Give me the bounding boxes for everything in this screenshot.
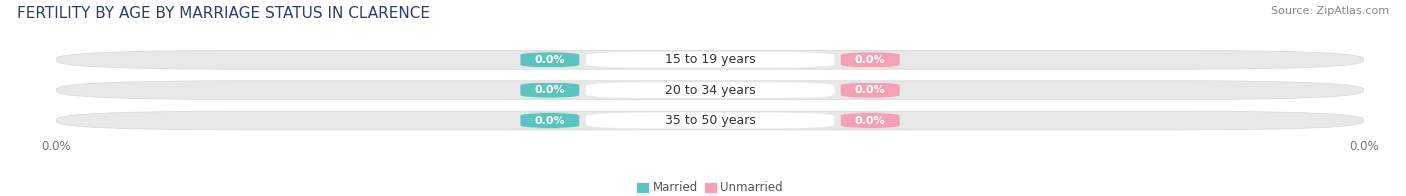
FancyBboxPatch shape	[513, 113, 586, 129]
FancyBboxPatch shape	[56, 50, 1364, 69]
Text: 20 to 34 years: 20 to 34 years	[665, 84, 755, 97]
FancyBboxPatch shape	[586, 113, 834, 129]
FancyBboxPatch shape	[586, 82, 834, 98]
Legend: Married, Unmarried: Married, Unmarried	[633, 177, 787, 196]
Text: FERTILITY BY AGE BY MARRIAGE STATUS IN CLARENCE: FERTILITY BY AGE BY MARRIAGE STATUS IN C…	[17, 6, 430, 21]
Text: 0.0%: 0.0%	[855, 55, 886, 65]
Text: 35 to 50 years: 35 to 50 years	[665, 114, 755, 127]
FancyBboxPatch shape	[586, 52, 834, 68]
Text: 0.0%: 0.0%	[855, 115, 886, 125]
FancyBboxPatch shape	[513, 82, 586, 98]
FancyBboxPatch shape	[513, 52, 586, 68]
Text: 15 to 19 years: 15 to 19 years	[665, 53, 755, 66]
Text: 0.0%: 0.0%	[534, 115, 565, 125]
Text: Source: ZipAtlas.com: Source: ZipAtlas.com	[1271, 6, 1389, 16]
FancyBboxPatch shape	[56, 111, 1364, 130]
Text: 0.0%: 0.0%	[534, 55, 565, 65]
Text: 0.0%: 0.0%	[534, 85, 565, 95]
FancyBboxPatch shape	[834, 52, 907, 68]
Text: 0.0%: 0.0%	[855, 85, 886, 95]
FancyBboxPatch shape	[834, 113, 907, 129]
FancyBboxPatch shape	[834, 82, 907, 98]
FancyBboxPatch shape	[56, 81, 1364, 100]
